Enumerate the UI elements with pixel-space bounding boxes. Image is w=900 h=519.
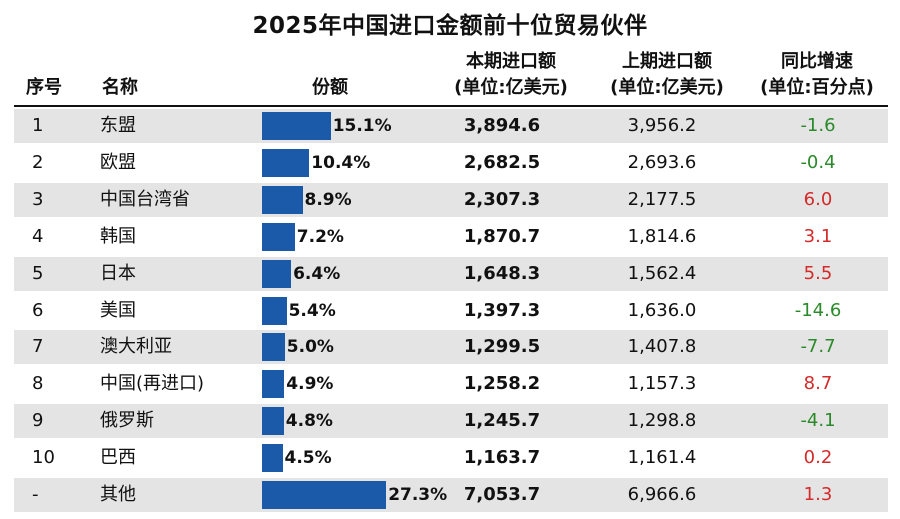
- header-yoy-title: 同比增速: [781, 51, 853, 72]
- row-index: 10: [32, 447, 55, 469]
- share-label: 15.1%: [332, 116, 392, 136]
- share-label: 10.4%: [311, 152, 371, 173]
- previous-import: 1,562.4: [627, 262, 697, 284]
- previous-import: 6,966.6: [627, 484, 697, 505]
- header-share: 份额: [312, 77, 348, 98]
- yoy-growth: -4.1: [800, 410, 836, 432]
- table-row: 4 韩国 7.2% 1,870.7 1,814.6 3.1: [14, 220, 888, 254]
- partner-name: 东盟: [100, 115, 136, 136]
- current-import: 1,245.7: [463, 410, 541, 432]
- previous-import: 2,693.6: [627, 151, 697, 173]
- share-label: 27.3%: [388, 485, 448, 505]
- share-label: 6.4%: [293, 263, 341, 284]
- row-index: 3: [32, 188, 44, 210]
- yoy-growth: 5.5: [803, 262, 833, 284]
- share-label: 5.4%: [288, 300, 336, 321]
- row-index: -: [32, 484, 39, 505]
- share-bar: [262, 148, 310, 177]
- table-row: 3 中国台湾省 8.9% 2,307.3 2,177.5 6.0: [14, 182, 888, 217]
- row-index: 7: [32, 336, 44, 358]
- header-previous-title: 上期进口额: [622, 51, 712, 72]
- previous-import: 1,814.6: [627, 225, 697, 247]
- previous-import: 1,407.8: [627, 336, 697, 358]
- header-idx: 序号: [26, 77, 62, 98]
- share-bar: [262, 222, 295, 251]
- yoy-growth: 3.1: [803, 225, 833, 247]
- share-label: 5.0%: [286, 337, 334, 358]
- share-label: 4.9%: [286, 374, 334, 395]
- row-index: 6: [32, 299, 44, 321]
- header-divider: [14, 105, 888, 107]
- share-bar: [262, 444, 283, 473]
- share-bar: [262, 259, 292, 288]
- current-import: 1,163.7: [463, 447, 541, 469]
- share-bar: [262, 481, 387, 509]
- table-row: 9 俄罗斯 4.8% 1,245.7 1,298.8 -4.1: [14, 404, 888, 439]
- share-label: 7.2%: [296, 226, 344, 247]
- table-row: - 其他 27.3% 7,053.7 6,966.6 1.3: [14, 478, 888, 512]
- header-yoy-unit: (单位:百分点): [760, 77, 874, 98]
- header-current-unit: (单位:亿美元): [454, 77, 568, 98]
- share-bar: [262, 296, 287, 325]
- yoy-growth: -0.4: [800, 151, 836, 173]
- previous-import: 1,298.8: [627, 410, 697, 432]
- current-import: 1,299.5: [463, 336, 541, 358]
- yoy-growth: 1.3: [803, 484, 833, 505]
- yoy-growth: -14.6: [794, 299, 842, 321]
- current-import: 1,258.2: [463, 373, 541, 395]
- partner-name: 中国台湾省: [100, 188, 190, 210]
- table-row: 8 中国(再进口) 4.9% 1,258.2 1,157.3 8.7: [14, 367, 888, 401]
- previous-import: 1,636.0: [627, 299, 697, 321]
- current-import: 1,870.7: [463, 225, 541, 247]
- partner-name: 其他: [100, 484, 136, 505]
- table-row: 1 东盟 15.1% 3,894.6 3,956.2 -1.6: [14, 109, 888, 143]
- table-row: 10 巴西 4.5% 1,163.7 1,161.4 0.2: [14, 441, 888, 475]
- row-index: 5: [32, 262, 44, 284]
- yoy-growth: 8.7: [803, 373, 833, 395]
- partner-name: 欧盟: [100, 151, 136, 173]
- previous-import: 1,157.3: [627, 373, 697, 395]
- row-index: 1: [32, 115, 44, 136]
- partner-name: 俄罗斯: [100, 410, 154, 432]
- yoy-growth: 6.0: [803, 188, 833, 210]
- yoy-growth: 0.2: [803, 447, 833, 469]
- yoy-growth: -7.7: [800, 336, 836, 358]
- table-row: 5 日本 6.4% 1,648.3 1,562.4 5.5: [14, 256, 888, 291]
- partner-name: 美国: [100, 299, 136, 321]
- row-index: 4: [32, 225, 44, 247]
- current-import: 1,397.3: [463, 299, 541, 321]
- partner-name: 中国(再进口): [100, 373, 205, 395]
- header-previous-unit: (单位:亿美元): [610, 77, 724, 98]
- previous-import: 1,161.4: [627, 447, 697, 469]
- previous-import: 2,177.5: [627, 188, 697, 210]
- share-label: 8.9%: [304, 189, 352, 210]
- current-import: 3,894.6: [463, 115, 541, 136]
- share-bar: [262, 407, 284, 436]
- row-index: 2: [32, 151, 44, 173]
- share-bar: [262, 370, 285, 399]
- table-row: 6 美国 5.4% 1,397.3 1,636.0 -14.6: [14, 294, 888, 328]
- partner-name: 韩国: [100, 225, 136, 247]
- chart-title: 2025年中国进口金额前十位贸易伙伴: [252, 13, 648, 39]
- share-bar: [262, 185, 303, 214]
- current-import: 7,053.7: [463, 484, 541, 505]
- partner-name: 日本: [100, 262, 136, 284]
- partner-name: 澳大利亚: [100, 336, 172, 358]
- current-import: 1,648.3: [463, 262, 541, 284]
- partner-name: 巴西: [100, 447, 136, 469]
- current-import: 2,682.5: [463, 151, 541, 173]
- previous-import: 3,956.2: [627, 115, 697, 136]
- header-name: 名称: [102, 77, 138, 98]
- row-index: 9: [32, 410, 44, 432]
- table-row: 2 欧盟 10.4% 2,682.5 2,693.6 -0.4: [14, 146, 888, 180]
- share-label: 4.5%: [284, 448, 332, 469]
- table-row: 7 澳大利亚 5.0% 1,299.5 1,407.8 -7.7: [14, 330, 888, 365]
- header-current-title: 本期进口额: [466, 51, 556, 72]
- share-bar: [262, 112, 331, 140]
- share-label: 4.8%: [285, 411, 333, 432]
- current-import: 2,307.3: [463, 188, 541, 210]
- share-bar: [262, 333, 285, 362]
- row-index: 8: [32, 373, 44, 395]
- yoy-growth: -1.6: [800, 115, 836, 136]
